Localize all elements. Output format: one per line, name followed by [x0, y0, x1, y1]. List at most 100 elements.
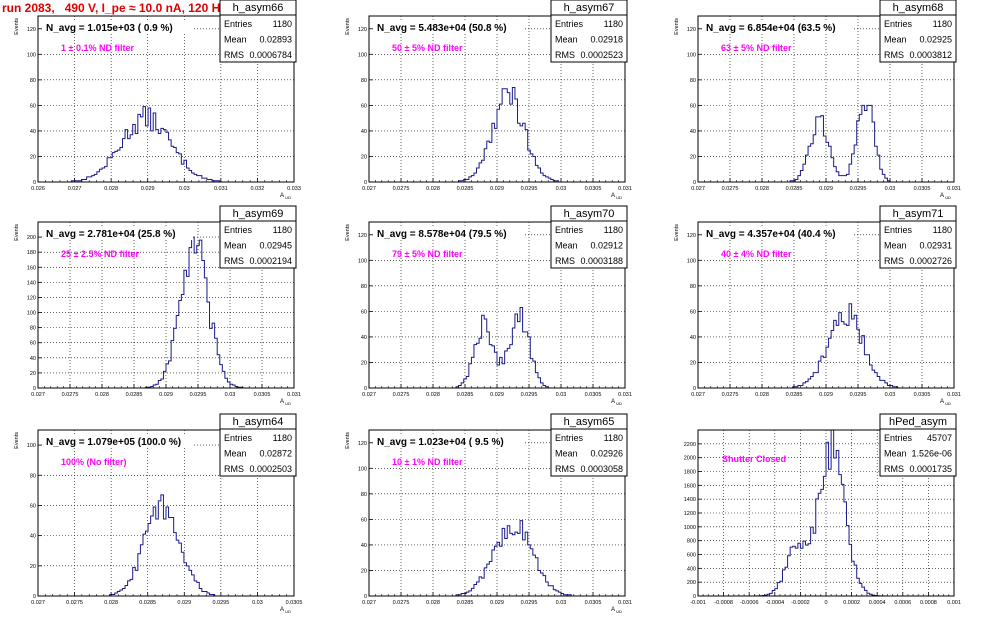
x-axis-label: A UD	[940, 193, 951, 200]
x-tick-label: 0.0305	[914, 392, 931, 398]
y-tick-label: 120	[358, 441, 367, 447]
y-tick-label: 40	[361, 335, 367, 341]
x-axis-label-main: A	[940, 193, 944, 199]
histogram-name: h_asym69	[233, 208, 284, 220]
filter-label: Shutter Closed	[722, 454, 786, 464]
x-tick-label: 0.03	[885, 392, 896, 398]
stats-value: 0.0002726	[909, 256, 952, 266]
x-tick-label: 0.0275	[393, 186, 410, 192]
x-tick-label: 0.029	[141, 186, 155, 192]
x-tick-label: 0.0275	[722, 186, 739, 192]
y-tick-label: 60	[361, 103, 367, 109]
y-axis-label: Events	[345, 18, 351, 35]
histogram-name: hPed_asym	[889, 416, 947, 428]
stats-key: Mean	[884, 241, 907, 251]
y-tick-label: 20	[30, 564, 36, 570]
y-tick-label: 120	[27, 27, 36, 33]
x-axis-label-main: A	[940, 399, 944, 405]
x-tick-label: 0.031	[214, 186, 228, 192]
filter-label: 63 ± 5% ND filter	[721, 43, 792, 53]
x-tick-label: 0.031	[618, 392, 632, 398]
stats-key: Entries	[884, 225, 913, 235]
x-tick-label: 0.0008	[920, 600, 937, 606]
y-tick-label: 120	[687, 233, 696, 239]
stats-key: RMS	[884, 50, 904, 60]
navg-box	[703, 226, 853, 240]
x-tick-label: -0.0008	[714, 600, 733, 606]
y-tick-label: 100	[27, 443, 36, 449]
x-tick-label: 0.031	[947, 392, 961, 398]
x-tick-label: 0.029	[819, 186, 833, 192]
histogram-panel: 0.027 0.0275 0.028 0.0285 0.029 0.0295 0.03 0.0…	[674, 205, 961, 406]
x-tick-label: 0.032	[251, 186, 265, 192]
x-tick-label: 0.028	[755, 186, 769, 192]
x-axis-label-main: A	[280, 399, 284, 405]
x-tick-label: 0.028	[755, 392, 769, 398]
y-tick-label: 60	[361, 309, 367, 315]
y-tick-label: 1200	[684, 511, 696, 517]
stats-value: 1.526e-06	[911, 449, 952, 459]
x-tick-label: -0.0002	[791, 600, 810, 606]
x-tick-label: 0.001	[947, 600, 961, 606]
x-tick-label: 0.03	[556, 186, 567, 192]
stats-key: RMS	[884, 464, 904, 474]
y-tick-label: 60	[361, 517, 367, 523]
x-tick-label: 0.027	[362, 600, 376, 606]
x-tick-label: 0.0004	[869, 600, 886, 606]
stats-value: 0.02931	[919, 241, 952, 251]
x-tick-label: 0.029	[819, 392, 833, 398]
stats-key: RMS	[555, 464, 575, 474]
x-axis-label-main: A	[280, 193, 284, 199]
filter-label: 79 ± 5% ND filter	[392, 249, 463, 259]
y-tick-label: 100	[687, 52, 696, 58]
x-tick-label: 0.0275	[393, 392, 410, 398]
histogram-name: h_asym70	[564, 208, 615, 220]
stats-key: RMS	[555, 256, 575, 266]
y-tick-label: 100	[358, 52, 367, 58]
stats-box	[219, 413, 297, 477]
y-tick-label: 80	[690, 284, 696, 290]
x-tick-label: 0.0295	[521, 186, 538, 192]
histogram-name: h_asym67	[564, 2, 615, 14]
x-tick-label: 0.0285	[126, 392, 143, 398]
y-tick-label: 0	[33, 386, 36, 392]
x-tick-label: 0.0295	[850, 186, 867, 192]
x-tick-label: 0.0305	[585, 600, 602, 606]
x-tick-label: 0.027	[691, 186, 705, 192]
stats-value: 1180	[933, 225, 952, 235]
y-tick-label: 20	[30, 154, 36, 160]
x-tick-label: 0.0006	[894, 600, 911, 606]
stats-value: 0.02912	[590, 241, 623, 251]
stats-box	[219, 0, 297, 63]
stats-key: Entries	[224, 225, 253, 235]
y-tick-label: 0	[33, 594, 36, 600]
x-tick-label: 0.03	[885, 186, 896, 192]
x-tick-label: 0.0305	[914, 186, 931, 192]
x-axis-label-sub: UD	[944, 195, 951, 200]
histogram-panel: 0.027 0.0275 0.028 0.0285 0.029 0.0295 0.03 0.0…	[345, 0, 632, 200]
stats-box	[550, 413, 628, 477]
x-axis-label: A UD	[280, 399, 291, 406]
y-tick-label: 120	[358, 233, 367, 239]
x-tick-label: 0.03	[225, 392, 236, 398]
stats-value: 1180	[933, 19, 952, 29]
y-tick-label: 80	[690, 78, 696, 84]
y-tick-label: 40	[30, 534, 36, 540]
x-tick-label: 0.0285	[139, 600, 156, 606]
y-axis-label: Events	[674, 18, 680, 35]
y-tick-label: 40	[30, 356, 36, 362]
x-tick-label: 0.0295	[850, 392, 867, 398]
navg-box	[43, 434, 193, 448]
y-tick-label: 120	[358, 27, 367, 33]
x-axis-label: A UD	[940, 399, 951, 406]
y-tick-label: 80	[361, 78, 367, 84]
x-tick-label: -0.0006	[740, 600, 759, 606]
x-axis-label-sub: UD	[615, 195, 622, 200]
histogram-series	[698, 104, 954, 183]
x-tick-label: 0.028	[95, 392, 109, 398]
y-tick-label: 0	[693, 594, 696, 600]
stats-key: Mean	[555, 449, 578, 459]
y-tick-label: 100	[358, 258, 367, 264]
x-tick-label: 0.0285	[457, 600, 474, 606]
histogram-series	[38, 494, 294, 597]
